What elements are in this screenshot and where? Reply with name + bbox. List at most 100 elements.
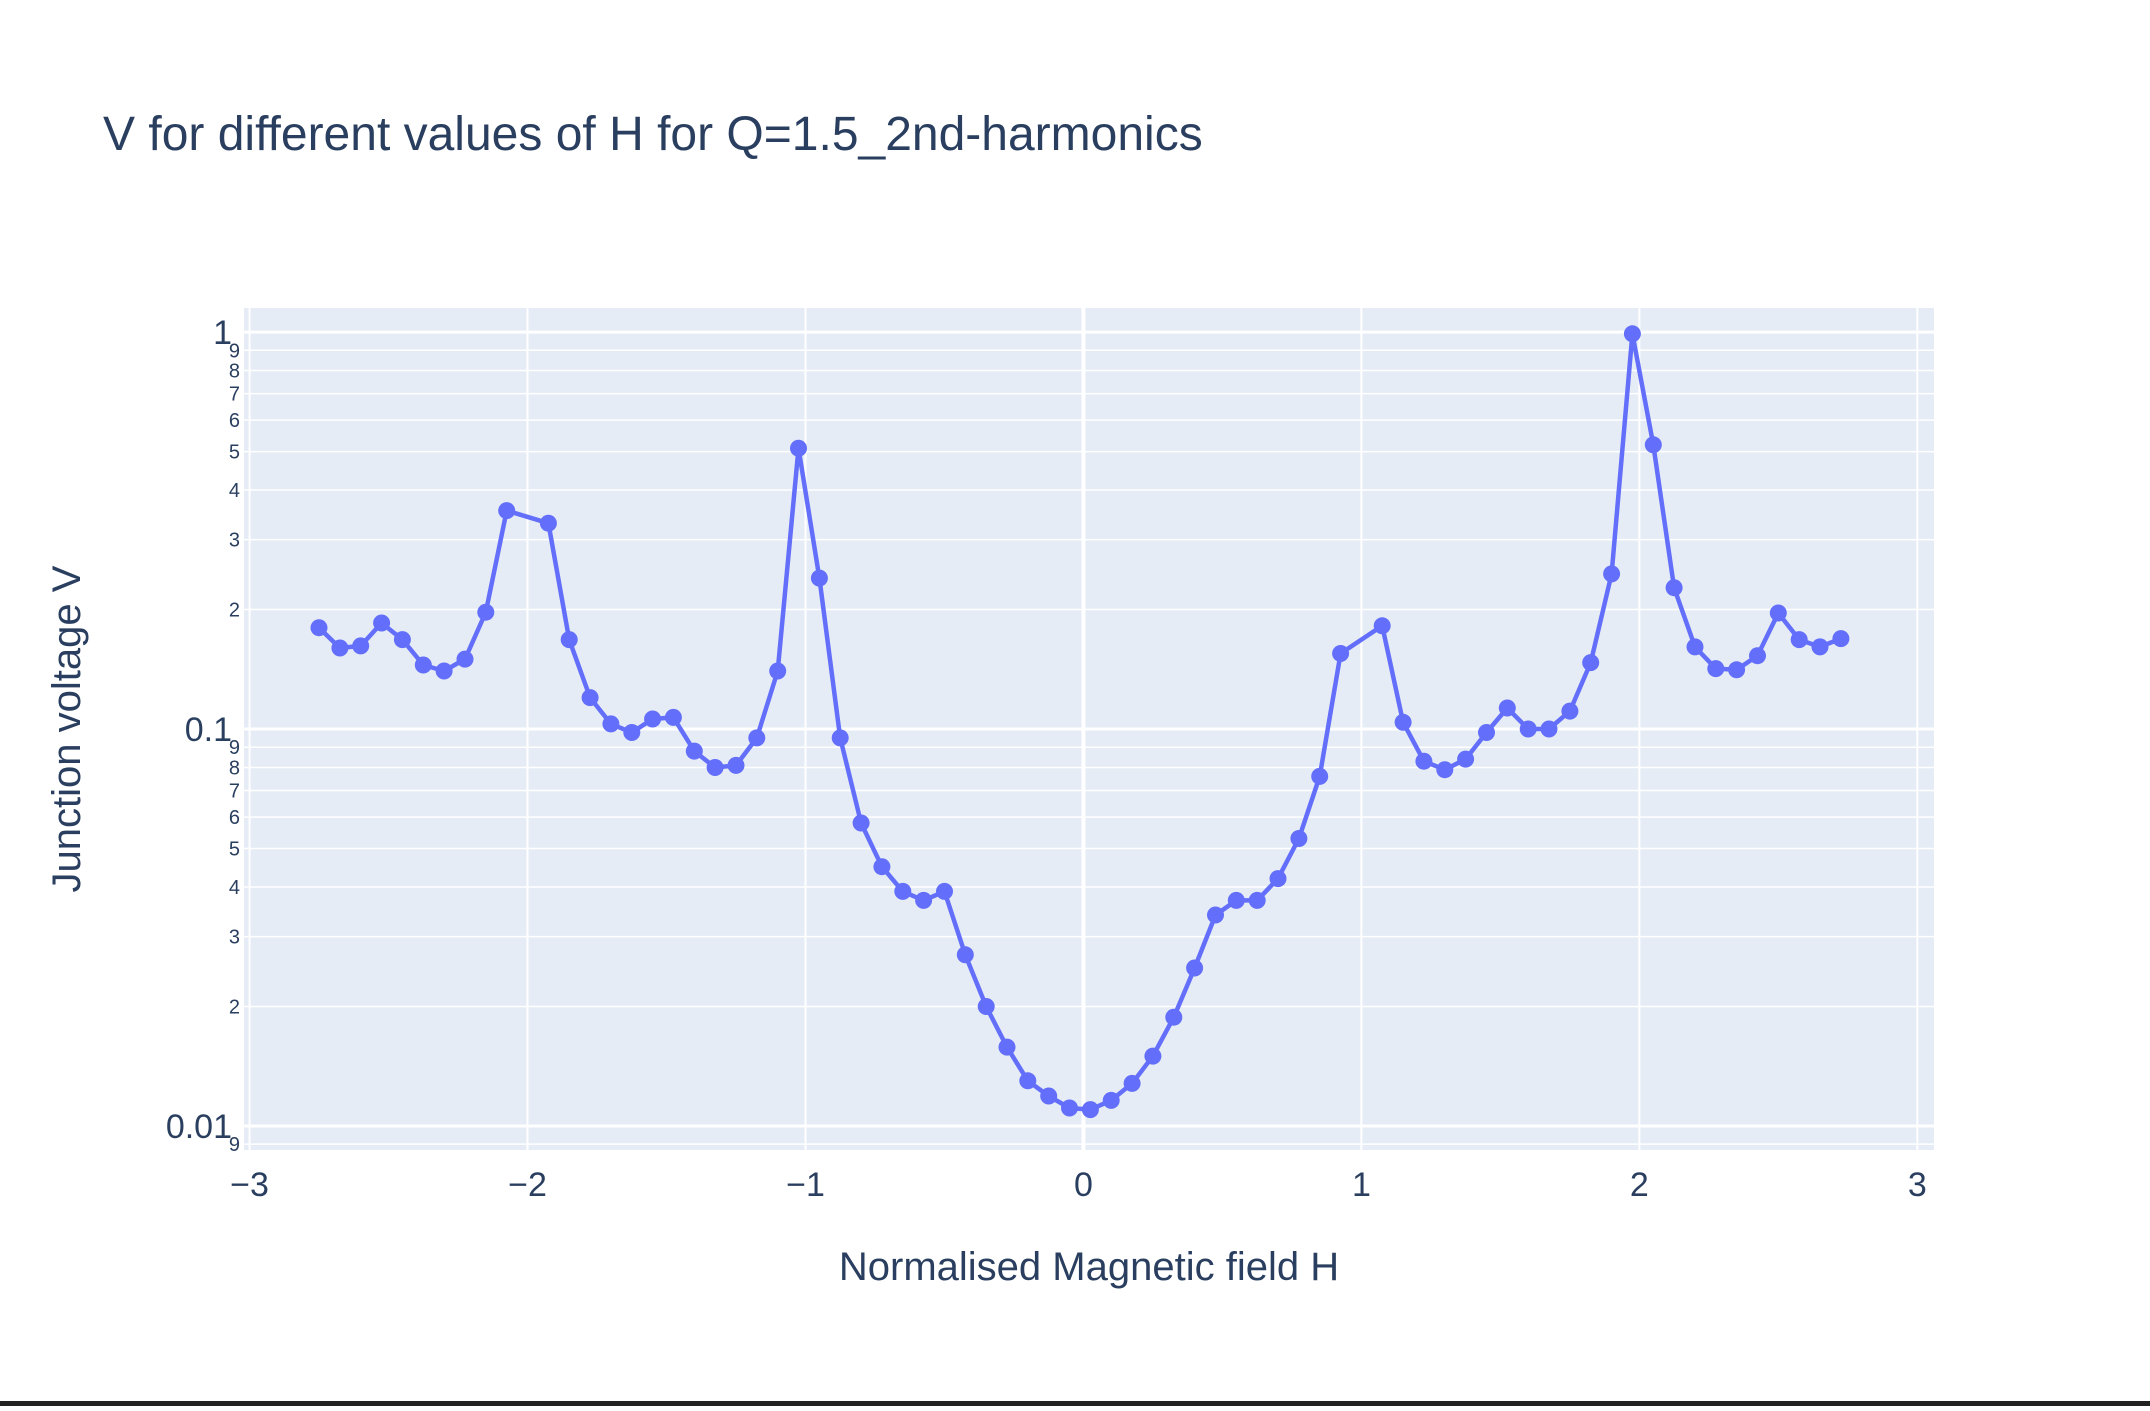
data-point	[477, 603, 495, 621]
data-point	[873, 858, 891, 876]
data-point	[1457, 750, 1475, 768]
data-point	[1519, 720, 1537, 738]
data-point	[1686, 638, 1704, 656]
y-axis-title: Junction voltage V	[45, 565, 89, 892]
x-tick-label: −1	[786, 1166, 825, 1204]
series-line	[317, 331, 1842, 1112]
data-point	[1665, 579, 1683, 597]
data-point	[1207, 906, 1224, 924]
data-point	[1623, 325, 1641, 343]
data-point	[1332, 645, 1350, 662]
y-minor-tick-label: 3	[229, 927, 240, 949]
y-minor-tick-label: 2	[229, 600, 240, 622]
data-point	[664, 708, 682, 726]
data-point	[1811, 638, 1829, 656]
data-point	[1769, 604, 1787, 622]
data-point	[685, 742, 703, 760]
data-point	[1123, 1074, 1141, 1092]
x-axis-title: Normalised Magnetic field H	[839, 1245, 1339, 1289]
data-point	[1728, 661, 1746, 679]
data-point	[1436, 761, 1454, 779]
data-point	[748, 729, 766, 747]
data-point	[1102, 1091, 1120, 1109]
x-tick-label: 0	[1074, 1166, 1093, 1204]
x-tick-label: −2	[508, 1166, 547, 1204]
data-point	[310, 619, 328, 637]
data-point	[352, 637, 370, 655]
y-major-tick-label: 0.01	[166, 1108, 232, 1146]
data-point	[1603, 565, 1621, 583]
data-point	[602, 715, 620, 733]
y-minor-tick-label: 6	[229, 410, 240, 432]
x-tick-label: 2	[1630, 1166, 1649, 1204]
y-minor-tick-label: 6	[229, 807, 240, 829]
chart-title: V for different values of H for Q=1.5_2n…	[103, 108, 1203, 161]
data-point	[1248, 891, 1266, 909]
data-point	[1832, 630, 1850, 648]
y-minor-tick-label: 5	[229, 442, 240, 464]
x-tick-label: 3	[1908, 1166, 1927, 1204]
data-point	[727, 756, 745, 774]
data-point	[936, 882, 953, 900]
data-point	[331, 639, 349, 657]
y-minor-tick-label: 8	[229, 361, 240, 383]
data-point	[1478, 724, 1495, 741]
data-point	[894, 882, 912, 900]
y-minor-tick-label: 4	[229, 480, 240, 502]
y-minor-tick-label: 8	[229, 758, 240, 780]
data-point	[414, 656, 432, 674]
data-point	[810, 569, 828, 587]
data-point	[1582, 654, 1600, 672]
data-point	[852, 814, 870, 832]
data-point	[1311, 767, 1329, 785]
data-point	[831, 729, 849, 747]
data-point	[1019, 1072, 1037, 1090]
data-point	[1144, 1047, 1162, 1065]
data-point	[998, 1038, 1016, 1056]
data-point	[644, 710, 662, 728]
data-point	[623, 724, 641, 741]
data-point	[790, 439, 807, 457]
data-point	[1061, 1099, 1078, 1117]
data-point	[769, 662, 787, 680]
x-tick-label: 1	[1352, 1166, 1371, 1204]
data-point	[1290, 830, 1308, 847]
y-minor-tick-label: 9	[229, 340, 240, 362]
data-point	[1186, 959, 1204, 977]
y-minor-tick-label: 7	[229, 384, 240, 406]
data-point	[1790, 631, 1808, 649]
data-point	[1540, 720, 1558, 738]
data-point	[1749, 647, 1766, 665]
series-layer	[310, 325, 1850, 1119]
y-minor-tick-label: 4	[229, 877, 240, 899]
y-major-tick-label: 0.1	[185, 711, 232, 749]
y-minor-tick-label: 7	[229, 781, 240, 803]
data-point	[560, 631, 578, 649]
data-point	[1040, 1087, 1058, 1105]
data-point	[1373, 617, 1391, 635]
data-point	[456, 650, 474, 668]
data-point	[1707, 660, 1725, 678]
data-point	[435, 662, 453, 680]
y-minor-tick-label: 5	[229, 839, 240, 861]
data-point	[581, 689, 599, 707]
data-point	[373, 614, 391, 632]
data-point	[1644, 436, 1662, 454]
y-minor-tick-label: 9	[229, 737, 240, 759]
data-point	[1394, 713, 1412, 731]
data-point	[1081, 1101, 1099, 1119]
bottom-divider	[0, 1401, 2150, 1406]
data-point	[1561, 702, 1579, 720]
data-point	[956, 946, 974, 964]
data-point	[393, 631, 411, 649]
data-point	[1165, 1008, 1183, 1026]
data-point	[539, 514, 557, 532]
data-point	[1415, 752, 1433, 770]
data-point	[1227, 891, 1245, 909]
data-point	[977, 998, 995, 1015]
y-minor-tick-label: 9	[229, 1134, 240, 1156]
y-minor-tick-label: 3	[229, 530, 240, 552]
